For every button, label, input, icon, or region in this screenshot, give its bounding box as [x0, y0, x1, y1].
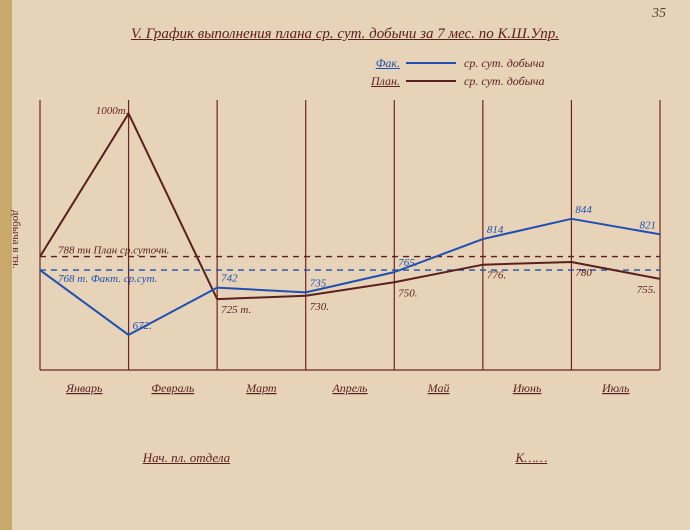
svg-text:Январь: Январь — [65, 381, 103, 395]
svg-text:776.: 776. — [487, 270, 506, 282]
svg-text:Июнь: Июнь — [512, 381, 542, 395]
page: 35 V. График выполнения плана ср. сут. д… — [0, 0, 690, 530]
svg-text:Апрель: Апрель — [331, 381, 368, 395]
page-number: 35 — [652, 6, 666, 22]
svg-text:Март: Март — [245, 381, 277, 395]
chart: добыча в тн. 1000т.788 тн План ср.суточн… — [30, 100, 670, 400]
legend-row-fak: Фак. ср. сут. добыча — [340, 54, 545, 72]
svg-text:788 тн План ср.суточн.: 788 тн План ср.суточн. — [58, 245, 169, 257]
footer-left: Нач. пл. отдела — [143, 450, 230, 466]
legend-fak-label: Фак. — [340, 56, 406, 71]
svg-text:735: 735 — [310, 277, 327, 289]
svg-text:780: 780 — [575, 267, 592, 279]
legend-plan-desc: ср. сут. добыча — [464, 74, 545, 89]
legend-fak-swatch — [406, 62, 456, 64]
footer-right: К…… — [516, 450, 548, 466]
chart-svg: 1000т. 788 тн План ср.суточн. 768 т. Факт.… — [30, 100, 670, 400]
svg-text:1000т.: 1000т. — [96, 105, 129, 117]
legend-fak-desc: ср. сут. добыча — [464, 56, 545, 71]
chart-title: V. График выполнения плана ср. сут. добы… — [0, 26, 690, 43]
svg-text:755.: 755. — [637, 284, 656, 296]
svg-text:750.: 750. — [398, 287, 417, 299]
svg-text:821: 821 — [640, 219, 657, 231]
svg-text:768 т. Факт. ср.сут.: 768 т. Факт. ср.сут. — [58, 273, 157, 285]
svg-text:730.: 730. — [310, 301, 329, 313]
legend-plan-swatch — [406, 80, 456, 82]
svg-text:844: 844 — [575, 204, 592, 216]
y-axis-label: добыча в тн. — [10, 210, 22, 269]
legend-row-plan: План. ср. сут. добыча — [340, 72, 545, 90]
svg-text:742: 742 — [221, 273, 238, 285]
svg-text:725 т.: 725 т. — [221, 304, 251, 316]
svg-text:672.: 672. — [133, 320, 152, 332]
legend: Фак. ср. сут. добыча План. ср. сут. добы… — [340, 54, 545, 90]
svg-text:814: 814 — [487, 224, 504, 236]
legend-plan-label: План. — [340, 74, 406, 89]
svg-text:765.: 765. — [398, 257, 417, 269]
svg-text:Май: Май — [427, 381, 450, 395]
svg-text:Июль: Июль — [601, 381, 630, 395]
footer: Нач. пл. отдела К…… — [0, 450, 690, 466]
svg-text:Февраль: Февраль — [151, 381, 194, 395]
